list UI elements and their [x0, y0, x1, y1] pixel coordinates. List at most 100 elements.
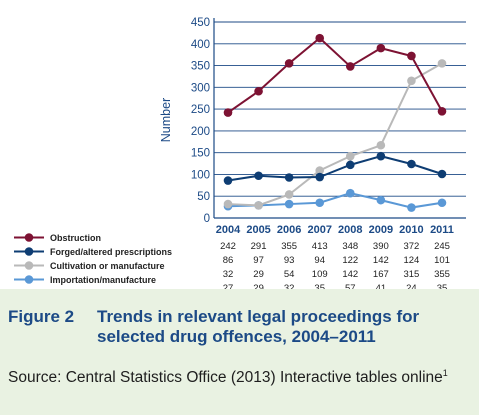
value-cell: 24 — [406, 283, 417, 289]
legend-label: Forged/altered prescriptions — [50, 247, 172, 257]
y-tick-label: 50 — [197, 191, 210, 203]
data-point — [376, 195, 386, 205]
value-cell: 101 — [434, 255, 450, 266]
data-point — [315, 172, 325, 182]
data-point — [345, 188, 355, 198]
value-cell: 29 — [253, 283, 264, 289]
data-point — [376, 140, 386, 150]
value-cell: 167 — [373, 269, 389, 280]
value-cell: 142 — [342, 269, 358, 280]
value-cell: 93 — [284, 255, 295, 266]
value-cell: 122 — [342, 255, 358, 266]
value-cell: 142 — [373, 255, 389, 266]
data-point — [284, 190, 294, 199]
source-footnote-marker: 1 — [442, 367, 448, 378]
value-cell: 32 — [284, 283, 295, 289]
legend-label: Importation/manufacture — [50, 275, 156, 285]
value-cell: 32 — [223, 269, 234, 280]
legend-swatch-marker — [24, 261, 34, 270]
data-point — [407, 159, 416, 169]
y-tick-label: 100 — [191, 169, 210, 181]
value-cell: 35 — [314, 283, 325, 289]
y-tick-label: 300 — [191, 82, 210, 94]
series-line — [227, 36, 443, 114]
source-text: Source: Central Statistics Office (2013)… — [8, 369, 443, 386]
figure-title: Trends in relevant legal proceedings for… — [97, 307, 420, 346]
series-line — [227, 192, 443, 209]
data-point — [254, 171, 263, 181]
legend-swatch-marker — [24, 247, 34, 256]
x-tick-label: 2008 — [338, 224, 362, 236]
y-tick-label: 0 — [204, 213, 210, 225]
value-cell: 94 — [314, 255, 325, 266]
y-tick-label: 150 — [191, 148, 210, 160]
x-tick-label: 2005 — [246, 224, 270, 236]
data-point — [376, 151, 386, 161]
value-cell: 390 — [373, 241, 389, 252]
value-cell: 242 — [220, 241, 236, 252]
legend-label: Cultivation or manufacture — [50, 261, 165, 271]
value-cell: 27 — [223, 283, 234, 289]
value-cell: 355 — [434, 269, 450, 280]
y-tick-label: 450 — [191, 17, 210, 29]
value-cell: 29 — [253, 269, 264, 280]
data-point — [407, 76, 416, 86]
legend-swatch-marker — [24, 275, 34, 284]
value-cell: 57 — [345, 283, 356, 289]
data-point — [345, 62, 355, 71]
data-point — [376, 43, 386, 53]
value-cell: 124 — [403, 255, 419, 266]
data-point — [437, 59, 447, 68]
value-cell: 86 — [223, 255, 234, 266]
figure-caption-panel: Figure 2 Trends in relevant legal procee… — [0, 289, 479, 415]
data-point — [315, 166, 325, 175]
x-tick-label: 2006 — [277, 224, 301, 236]
x-tick-label: 2011 — [430, 224, 454, 236]
value-cell: 372 — [403, 241, 419, 252]
data-point — [345, 160, 355, 170]
data-point — [254, 86, 263, 96]
data-point — [254, 201, 263, 210]
data-point — [315, 198, 325, 208]
legend-table: Obstruction 242 291 355 413 348 390 372 245 Forge… — [14, 233, 450, 289]
value-cell: 54 — [284, 269, 295, 280]
legend-swatch-marker — [24, 233, 34, 242]
legend-label: Obstruction — [50, 233, 101, 243]
value-cell: 109 — [312, 269, 328, 280]
data-point — [284, 199, 294, 209]
data-point — [315, 33, 325, 43]
data-point — [284, 173, 294, 182]
series-line — [227, 155, 443, 182]
data-point — [223, 108, 233, 117]
value-cell: 245 — [434, 241, 450, 252]
data-point — [345, 151, 355, 161]
figure-label: Figure 2 — [8, 307, 75, 326]
x-tick-label: 2004 — [216, 224, 241, 236]
axes: 0 50 100 150 200 250 300 350 400 450 Number 2004 200… — [159, 17, 466, 236]
x-tick-label: 2007 — [307, 224, 331, 236]
value-cell: 97 — [253, 255, 264, 266]
value-cell: 348 — [342, 241, 358, 252]
y-axis-title: Number — [159, 98, 173, 142]
series-line — [227, 62, 443, 207]
value-cell: 41 — [376, 283, 387, 289]
value-cell: 315 — [403, 269, 419, 280]
data-point — [437, 198, 447, 208]
x-tick-label: 2010 — [399, 224, 423, 236]
data-point — [284, 59, 294, 68]
value-cell: 413 — [312, 241, 328, 252]
data-point — [437, 106, 447, 116]
y-tick-label: 200 — [191, 126, 210, 138]
series-lines — [223, 33, 447, 212]
data-point — [437, 169, 447, 179]
y-tick-label: 400 — [191, 39, 210, 51]
value-cell: 35 — [437, 283, 448, 289]
y-tick-label: 250 — [191, 104, 210, 116]
data-point — [407, 51, 416, 61]
value-cell: 291 — [251, 241, 267, 252]
data-point — [407, 203, 416, 212]
source-note: Source: Central Statistics Office (2013)… — [8, 368, 468, 388]
y-tick-label: 350 — [191, 61, 210, 73]
data-point — [223, 176, 233, 185]
value-cell: 355 — [281, 241, 297, 252]
